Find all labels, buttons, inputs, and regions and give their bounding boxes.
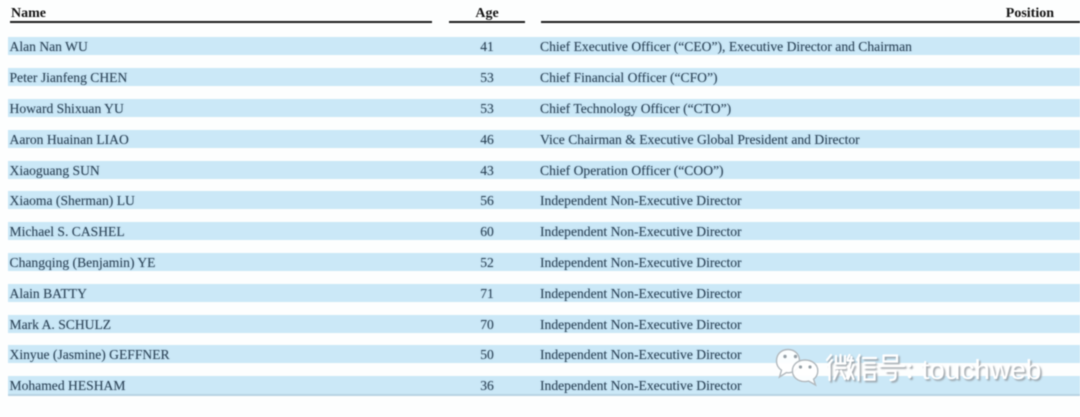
svg-text:touchweb: touchweb (922, 354, 1042, 385)
